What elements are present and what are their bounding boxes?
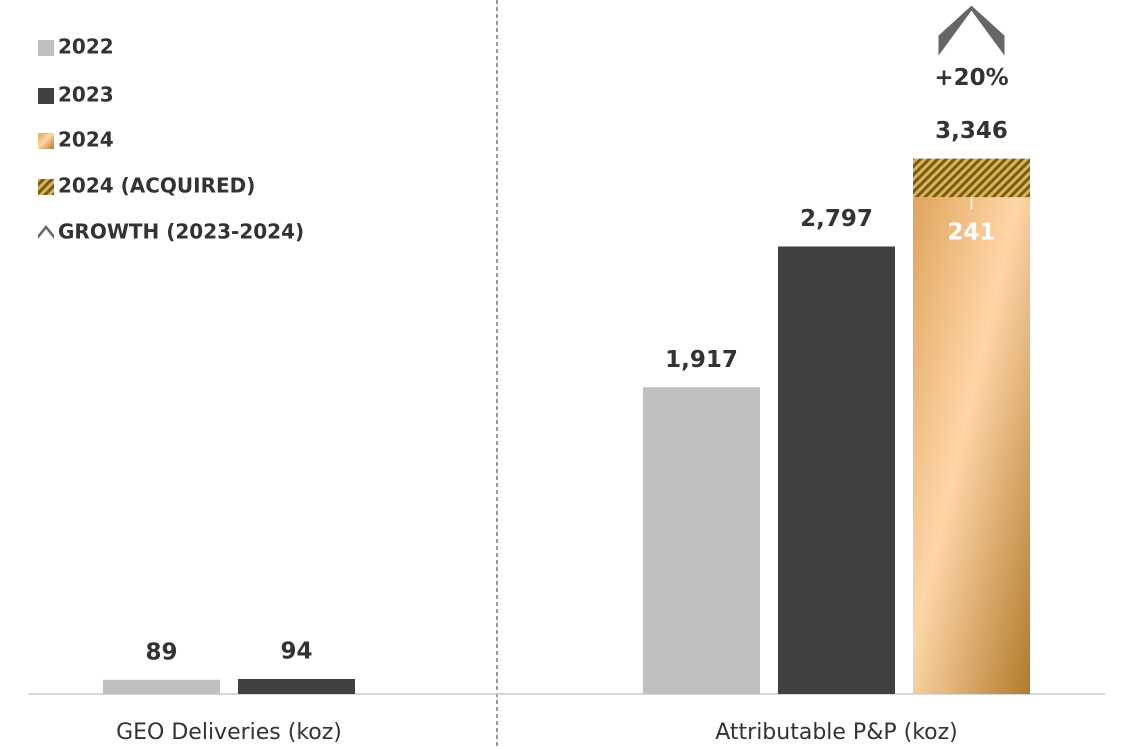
legend-label: GROWTH (2023-2024) (58, 220, 304, 244)
total-label: 3,346 (935, 118, 1008, 144)
bar (778, 246, 895, 695)
legend-label: 2022 (58, 35, 114, 59)
bar (643, 387, 760, 694)
category-label: Attributable P&P (koz) (715, 720, 958, 745)
bar (103, 679, 220, 694)
category-label: GEO Deliveries (koz) (116, 720, 342, 745)
legend-label: 2023 (58, 83, 114, 107)
bar (238, 678, 355, 694)
legend-swatch (38, 179, 54, 195)
growth-arrow (938, 5, 1005, 56)
legend-swatch (38, 133, 54, 149)
value-label: 89 (145, 639, 177, 665)
legend-growth-icon (38, 225, 54, 239)
value-label: 241 (947, 220, 995, 246)
legend-label: 2024 (58, 128, 114, 152)
bar (913, 197, 1030, 694)
legend-label: 2024 (ACQUIRED) (58, 174, 255, 198)
growth-label: +20% (934, 65, 1008, 91)
value-label: 94 (280, 638, 312, 664)
value-label: 1,917 (665, 347, 738, 373)
bar (913, 158, 1030, 198)
value-label: 2,797 (800, 206, 873, 232)
legend-swatch (38, 88, 54, 104)
legend-swatch (38, 40, 54, 56)
